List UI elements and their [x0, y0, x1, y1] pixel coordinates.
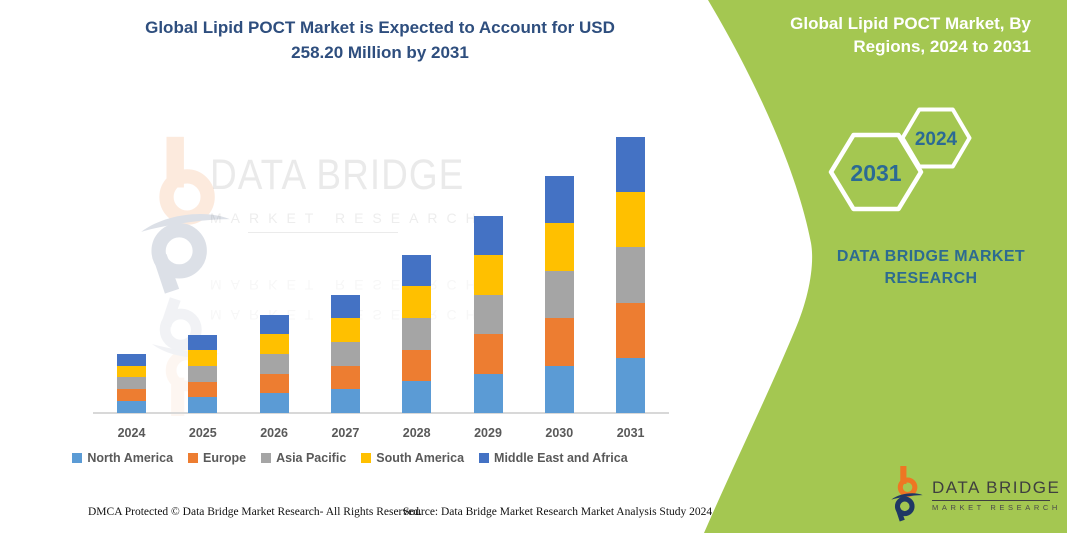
bar-segment-2024 [117, 353, 146, 366]
legend-swatch-icon [479, 453, 490, 463]
x-axis-label-2030: 2030 [545, 426, 574, 440]
hexagon-2031 [828, 132, 924, 212]
bar-segment-2026 [259, 314, 289, 335]
bar-segment-2029 [473, 294, 503, 335]
bar-segment-2028 [402, 381, 432, 413]
bar-segment-2025 [188, 397, 218, 413]
x-axis-label-2031: 2031 [616, 426, 645, 440]
footer-copyright: DMCA Protected © Data Bridge Market Rese… [88, 506, 422, 518]
bar-segment-2029 [473, 255, 503, 295]
bar-segment-2024 [117, 401, 146, 413]
bar-segment-2027 [330, 389, 360, 413]
logo-subtitle: MARKET RESEARCH [932, 503, 1061, 512]
bar-segment-2031 [616, 302, 646, 358]
bar-segment-2030 [544, 318, 574, 366]
legend-swatch-icon [188, 453, 199, 463]
bar-segment-2024 [117, 365, 146, 378]
bar-segment-2028 [402, 254, 432, 287]
legend-item: Europe [188, 451, 246, 465]
legend-label: Asia Pacific [276, 451, 347, 465]
brand-text-line2: RESEARCH [884, 270, 978, 288]
chart-title-line1: Global Lipid POCT Market is Expected to … [145, 18, 615, 37]
green-panel [704, 0, 1067, 533]
bar-segment-2027 [330, 342, 360, 366]
bar-segment-2029 [473, 373, 503, 413]
side-panel-brand-text: DATA BRIDGE MARKET RESEARCH [836, 246, 1026, 291]
bar-segment-2028 [402, 349, 432, 382]
data-bridge-logo-icon [891, 466, 923, 522]
x-axis-line [93, 412, 669, 414]
legend-label: Europe [203, 451, 247, 465]
bar-segment-2024 [117, 389, 146, 402]
bar-segment-2030 [544, 175, 574, 224]
bar-segment-2030 [544, 223, 574, 271]
bar-segment-2025 [188, 334, 218, 351]
bar-segment-2024 [117, 377, 146, 390]
bar-segment-2025 [188, 381, 218, 398]
bar-segment-2027 [330, 365, 360, 390]
x-axis-label-2029: 2029 [474, 426, 502, 440]
bar-segment-2029 [473, 334, 503, 374]
bar-segment-2026 [259, 353, 289, 374]
chart-title-line2: 258.20 Million by 2031 [291, 42, 469, 62]
x-axis-label-2024: 2024 [117, 426, 146, 440]
bar-segment-2031 [616, 247, 646, 303]
bar-segment-2025 [188, 350, 218, 366]
legend-item: South America [361, 451, 464, 465]
bar-segment-2026 [259, 393, 289, 413]
logo-name: DATA BRIDGE [932, 478, 1061, 497]
logo-text: DATA BRIDGE MARKET RESEARCH [932, 466, 1061, 512]
chart-title: Global Lipid POCT Market is Expected to … [100, 16, 660, 65]
legend-swatch-icon [361, 453, 372, 463]
x-axis-label-2025: 2025 [188, 426, 217, 440]
legend-swatch-icon [261, 453, 272, 463]
x-axis-label-2026: 2026 [260, 426, 288, 440]
legend-label: North America [87, 451, 174, 465]
bar-segment-2031 [616, 192, 646, 248]
legend-label: Middle East and Africa [494, 451, 628, 465]
chart-legend: North America Europe Asia Pacific South Ame… [0, 451, 700, 465]
footer-source: Source: Data Bridge Market Research Mark… [403, 506, 713, 518]
side-panel-title: Global Lipid POCT Market, By Regions, 20… [701, 13, 1031, 59]
bar-segment-2027 [330, 294, 360, 319]
bar-segment-2030 [544, 365, 574, 413]
bar-segment-2026 [259, 373, 289, 394]
bar-segment-2028 [402, 286, 432, 318]
side-panel-title-line1: Global Lipid POCT Market, By [790, 14, 1031, 33]
x-axis-label-2027: 2027 [331, 426, 360, 440]
legend-item: North America [72, 451, 173, 465]
bar-segment-2031 [616, 137, 646, 193]
bar-segment-2028 [402, 318, 432, 350]
side-panel-title-line2: Regions, 2024 to 2031 [853, 36, 1031, 56]
legend-label: South America [376, 451, 465, 465]
hexagon-2031-label: 2031 [850, 160, 901, 186]
brand-text-line1: DATA BRIDGE MARKET [836, 248, 1026, 265]
logo-rule [932, 500, 1050, 501]
hexagon-2024-label: 2024 [915, 129, 958, 150]
bar-segment-2026 [259, 334, 289, 354]
bar-segment-2027 [330, 318, 360, 342]
data-bridge-logo: DATA BRIDGE MARKET RESEARCH [890, 466, 1061, 522]
legend-item: Asia Pacific [261, 451, 346, 465]
legend-item: Middle East and Africa [479, 451, 628, 465]
bar-segment-2031 [616, 357, 646, 413]
bar-segment-2029 [473, 215, 503, 256]
bar-segment-2025 [188, 365, 218, 382]
bar-segment-2030 [544, 270, 574, 319]
legend-swatch-icon [72, 453, 83, 463]
x-axis-label-2028: 2028 [402, 426, 431, 440]
